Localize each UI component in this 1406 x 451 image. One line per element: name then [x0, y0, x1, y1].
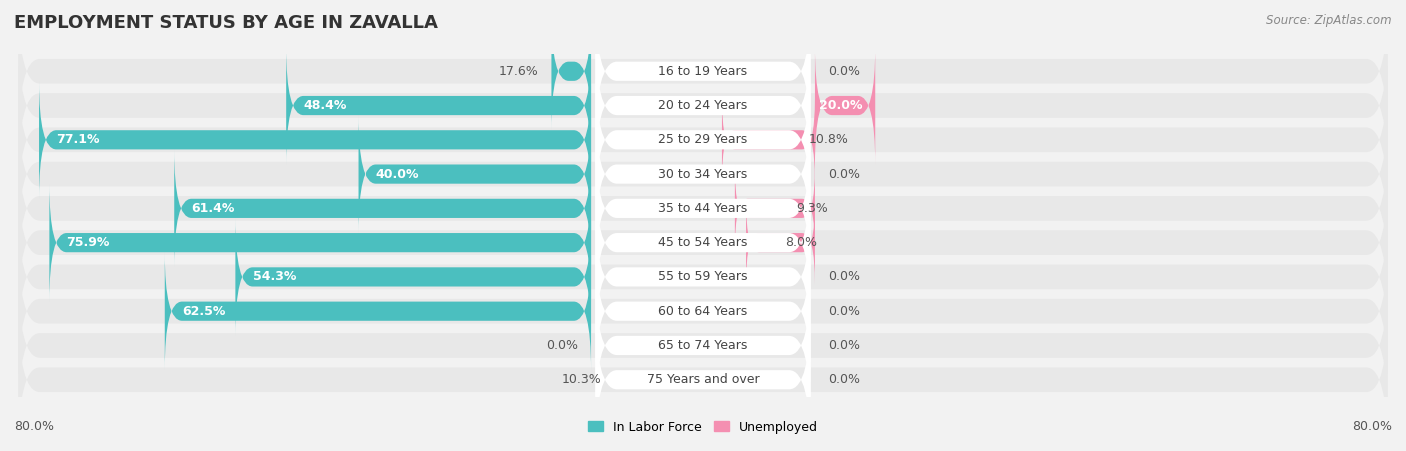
- FancyBboxPatch shape: [595, 304, 811, 451]
- Text: Source: ZipAtlas.com: Source: ZipAtlas.com: [1267, 14, 1392, 27]
- FancyBboxPatch shape: [721, 98, 815, 182]
- Text: 48.4%: 48.4%: [304, 99, 347, 112]
- FancyBboxPatch shape: [595, 98, 811, 250]
- Text: 75 Years and over: 75 Years and over: [647, 373, 759, 386]
- Text: 0.0%: 0.0%: [828, 168, 860, 180]
- Legend: In Labor Force, Unemployed: In Labor Force, Unemployed: [583, 416, 823, 439]
- Text: 0.0%: 0.0%: [828, 373, 860, 386]
- FancyBboxPatch shape: [595, 132, 811, 285]
- Text: 0.0%: 0.0%: [828, 339, 860, 352]
- Text: 62.5%: 62.5%: [181, 305, 225, 318]
- FancyBboxPatch shape: [18, 66, 1388, 213]
- FancyBboxPatch shape: [747, 201, 815, 285]
- FancyBboxPatch shape: [595, 64, 811, 216]
- Text: 17.6%: 17.6%: [499, 65, 538, 78]
- FancyBboxPatch shape: [49, 184, 591, 302]
- Text: 55 to 59 Years: 55 to 59 Years: [658, 271, 748, 283]
- Text: 35 to 44 Years: 35 to 44 Years: [658, 202, 748, 215]
- FancyBboxPatch shape: [595, 269, 811, 422]
- FancyBboxPatch shape: [595, 235, 811, 387]
- FancyBboxPatch shape: [18, 238, 1388, 385]
- Text: 65 to 74 Years: 65 to 74 Years: [658, 339, 748, 352]
- Text: 40.0%: 40.0%: [375, 168, 419, 180]
- FancyBboxPatch shape: [287, 46, 591, 165]
- Text: 80.0%: 80.0%: [14, 420, 53, 433]
- FancyBboxPatch shape: [595, 166, 811, 319]
- FancyBboxPatch shape: [18, 32, 1388, 179]
- FancyBboxPatch shape: [18, 203, 1388, 350]
- FancyBboxPatch shape: [18, 101, 1388, 248]
- Text: 8.0%: 8.0%: [785, 236, 817, 249]
- FancyBboxPatch shape: [18, 135, 1388, 282]
- FancyBboxPatch shape: [551, 12, 591, 130]
- Text: 10.3%: 10.3%: [561, 373, 602, 386]
- FancyBboxPatch shape: [595, 201, 811, 353]
- Text: 61.4%: 61.4%: [191, 202, 235, 215]
- FancyBboxPatch shape: [595, 29, 811, 182]
- FancyBboxPatch shape: [595, 0, 811, 147]
- FancyBboxPatch shape: [18, 306, 1388, 451]
- FancyBboxPatch shape: [18, 169, 1388, 316]
- FancyBboxPatch shape: [39, 81, 591, 199]
- Text: 30 to 34 Years: 30 to 34 Years: [658, 168, 748, 180]
- Text: 0.0%: 0.0%: [828, 271, 860, 283]
- FancyBboxPatch shape: [165, 252, 591, 370]
- Text: 9.3%: 9.3%: [796, 202, 828, 215]
- FancyBboxPatch shape: [18, 0, 1388, 145]
- FancyBboxPatch shape: [735, 166, 815, 250]
- FancyBboxPatch shape: [815, 46, 875, 165]
- FancyBboxPatch shape: [174, 149, 591, 267]
- Text: 20 to 24 Years: 20 to 24 Years: [658, 99, 748, 112]
- Text: 54.3%: 54.3%: [253, 271, 297, 283]
- Text: 10.8%: 10.8%: [808, 133, 849, 146]
- Text: 16 to 19 Years: 16 to 19 Years: [658, 65, 748, 78]
- Text: 60 to 64 Years: 60 to 64 Years: [658, 305, 748, 318]
- Text: EMPLOYMENT STATUS BY AGE IN ZAVALLA: EMPLOYMENT STATUS BY AGE IN ZAVALLA: [14, 14, 437, 32]
- Text: 0.0%: 0.0%: [828, 305, 860, 318]
- FancyBboxPatch shape: [235, 218, 591, 336]
- Text: 0.0%: 0.0%: [828, 65, 860, 78]
- Text: 77.1%: 77.1%: [56, 133, 100, 146]
- FancyBboxPatch shape: [359, 115, 591, 233]
- Text: 80.0%: 80.0%: [1353, 420, 1392, 433]
- Text: 0.0%: 0.0%: [546, 339, 578, 352]
- Text: 45 to 54 Years: 45 to 54 Years: [658, 236, 748, 249]
- Text: 75.9%: 75.9%: [66, 236, 110, 249]
- Text: 20.0%: 20.0%: [818, 99, 862, 112]
- FancyBboxPatch shape: [18, 272, 1388, 419]
- Text: 25 to 29 Years: 25 to 29 Years: [658, 133, 748, 146]
